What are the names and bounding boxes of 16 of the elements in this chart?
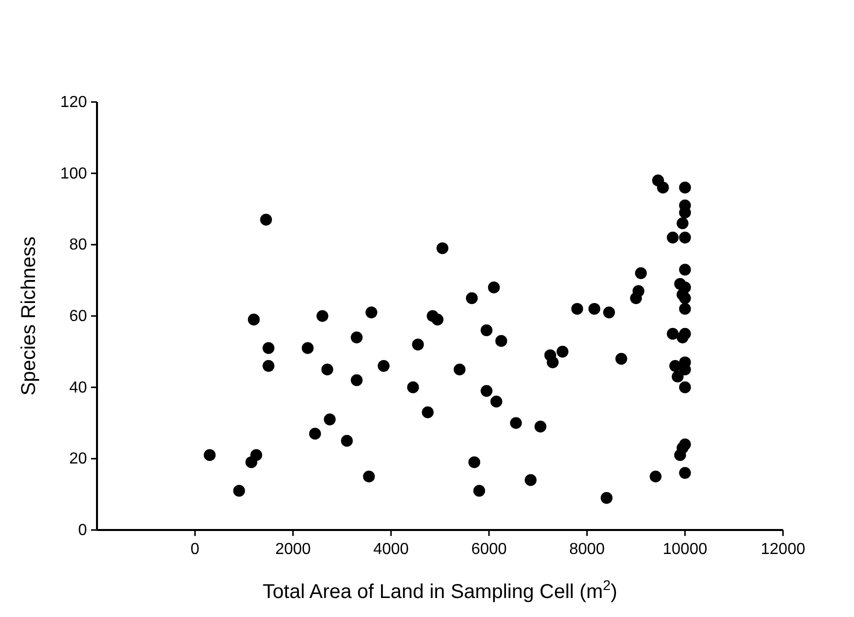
y-tick-label: 20 xyxy=(69,450,88,468)
x-tick-label: 8000 xyxy=(569,541,605,558)
x-tick-label: 10000 xyxy=(662,541,708,558)
x-axis-title: Total Area of Land in Sampling Cell (m$^{2}$) xyxy=(262,577,618,603)
y-tick-label: 0 xyxy=(78,522,88,539)
x-tick-label: 6000 xyxy=(471,541,507,558)
y-tick-label: 100 xyxy=(60,165,88,182)
x-tick-label: 4000 xyxy=(373,541,409,558)
x-tick-label: 12000 xyxy=(760,541,806,558)
y-axis-title: Species Richness xyxy=(18,236,40,396)
y-tick-label: 60 xyxy=(69,308,88,325)
y-tick-label: 40 xyxy=(69,379,88,396)
y-tick-label: 120 xyxy=(60,94,88,111)
x-tick-label: 0 xyxy=(190,541,200,558)
x-tick-label: 2000 xyxy=(275,541,311,558)
y-tick-label: 80 xyxy=(69,236,88,254)
